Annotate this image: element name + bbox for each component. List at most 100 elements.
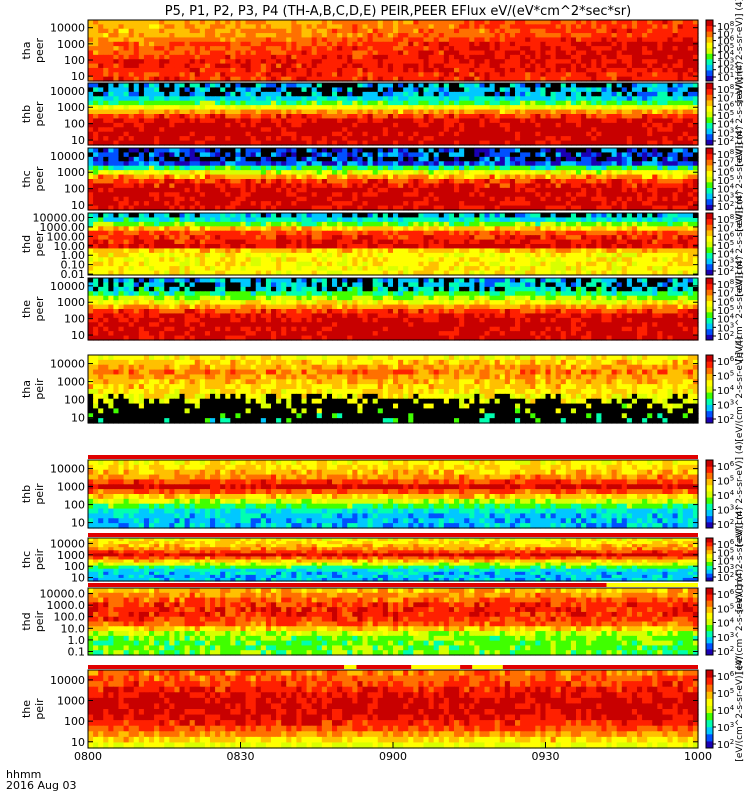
spectrogram-cell xyxy=(225,51,231,56)
spectrogram-cell xyxy=(612,51,618,56)
spectrogram-cell xyxy=(403,152,409,157)
spectrogram-cell xyxy=(215,188,221,193)
spectrogram-cell xyxy=(383,166,389,171)
spectrogram-cell xyxy=(139,59,145,64)
spectrogram-cell xyxy=(327,152,333,157)
spectrogram-cell xyxy=(337,59,343,64)
spectrogram-cell xyxy=(286,92,292,97)
spectrogram-cell xyxy=(246,110,252,115)
spectrogram-cell xyxy=(617,37,623,42)
spectrogram-cell xyxy=(180,152,186,157)
spectrogram-cell xyxy=(271,59,277,64)
spectrogram-cell xyxy=(271,55,277,60)
spectrogram-cell xyxy=(210,24,216,29)
spectrogram-cell xyxy=(622,68,628,73)
spectrogram-cell xyxy=(657,136,663,141)
spectrogram-cell xyxy=(622,127,628,132)
spectrogram-cell xyxy=(500,188,506,193)
spectrogram-cell xyxy=(652,24,658,29)
spectrogram-cell xyxy=(256,92,262,97)
spectrogram-cell xyxy=(103,72,109,77)
spectrogram-cell xyxy=(617,114,623,119)
spectrogram-cell xyxy=(652,114,658,119)
spectrogram-cell xyxy=(174,29,180,34)
spectrogram-cell xyxy=(347,201,353,206)
spectrogram-cell xyxy=(241,152,247,157)
spectrogram-cell xyxy=(632,197,638,202)
spectrogram-cell xyxy=(271,118,277,123)
spectrogram-cell xyxy=(286,33,292,38)
spectrogram-cell xyxy=(296,188,302,193)
spectrogram-cell xyxy=(520,118,526,123)
spectrogram-cell xyxy=(469,68,475,73)
spectrogram-cell xyxy=(241,51,247,56)
spectrogram-cell xyxy=(566,92,572,97)
spectrogram-cell xyxy=(322,24,328,29)
spectrogram-cell xyxy=(113,157,119,162)
spectrogram-cell xyxy=(195,64,201,69)
spectrogram-cell xyxy=(571,110,577,115)
spectrogram-cell xyxy=(439,183,445,188)
spectrogram-cell xyxy=(363,114,369,119)
spectrogram-cell xyxy=(256,152,262,157)
spectrogram-cell xyxy=(195,152,201,157)
spectrogram-cell xyxy=(312,183,318,188)
spectrogram-cell xyxy=(500,157,506,162)
spectrogram-cell xyxy=(281,183,287,188)
spectrogram-cell xyxy=(317,96,323,101)
spectrogram-cell xyxy=(393,20,399,25)
spectrogram-cell xyxy=(307,20,313,25)
spectrogram-cell xyxy=(591,55,597,60)
spectrogram-cell xyxy=(439,179,445,184)
spectrogram-cell xyxy=(515,59,521,64)
spectrogram-cell xyxy=(276,55,282,60)
spectrogram-cell xyxy=(368,110,374,115)
spectrogram-cell xyxy=(581,37,587,42)
spectrogram-cell xyxy=(627,24,633,29)
spectrogram-cell xyxy=(444,92,450,97)
spectrogram-cell xyxy=(601,127,607,132)
spectrogram-cell xyxy=(612,170,618,175)
spectrogram-cell xyxy=(566,197,572,202)
spectrogram-cell xyxy=(174,87,180,92)
spectrogram-cell xyxy=(515,148,521,153)
spectrogram-cell xyxy=(261,201,267,206)
spectrogram-cell xyxy=(190,96,196,101)
spectrogram-cell xyxy=(342,96,348,101)
spectrogram-cell xyxy=(124,110,130,115)
spectrogram-cell xyxy=(485,101,491,106)
spectrogram-cell xyxy=(373,42,379,47)
spectrogram-cell xyxy=(449,59,455,64)
spectrogram-cell xyxy=(408,170,414,175)
spectrogram-cell xyxy=(444,51,450,56)
spectrogram-cell xyxy=(540,201,546,206)
spectrogram-cell xyxy=(108,42,114,47)
spectrogram-cell xyxy=(205,42,211,47)
spectrogram-cell xyxy=(673,170,679,175)
spectrogram-cell xyxy=(535,92,541,97)
spectrogram-cell xyxy=(388,152,394,157)
spectrogram-cell xyxy=(683,96,689,101)
spectrogram-cell xyxy=(596,152,602,157)
spectrogram-cell xyxy=(363,33,369,38)
spectrogram-cell xyxy=(459,24,465,29)
spectrogram-cell xyxy=(612,175,618,180)
spectrogram-cell xyxy=(215,201,221,206)
spectrogram-cell xyxy=(657,51,663,56)
colorbar-segment xyxy=(706,70,713,76)
spectrogram-cell xyxy=(103,96,109,101)
spectrogram-cell xyxy=(500,105,506,110)
spectrogram-cell xyxy=(144,72,150,77)
spectrogram-cell xyxy=(622,118,628,123)
spectrogram-cell xyxy=(144,188,150,193)
spectrogram-cell xyxy=(490,114,496,119)
spectrogram-cell xyxy=(581,127,587,132)
spectrogram-cell xyxy=(688,157,694,162)
spectrogram-cell xyxy=(159,24,165,29)
spectrogram-cell xyxy=(144,110,150,115)
spectrogram-cell xyxy=(225,201,231,206)
spectrogram-cell xyxy=(205,170,211,175)
spectrogram-cell xyxy=(378,101,384,106)
spectrogram-cell xyxy=(190,179,196,184)
spectrogram-cell xyxy=(617,136,623,141)
